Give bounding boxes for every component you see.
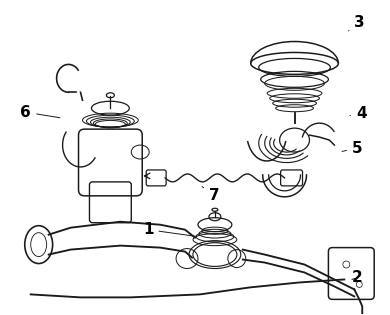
Text: 1: 1 (143, 222, 195, 237)
Text: 3: 3 (349, 15, 365, 31)
Text: 4: 4 (350, 106, 367, 121)
Text: 6: 6 (20, 105, 60, 120)
Text: 2: 2 (352, 270, 363, 285)
Text: 7: 7 (202, 186, 219, 203)
Text: 5: 5 (342, 140, 363, 156)
